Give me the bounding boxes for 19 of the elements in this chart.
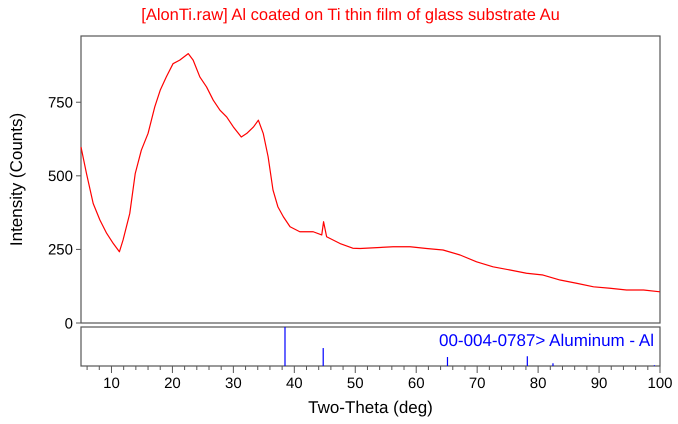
x-tick-label: 30 (225, 375, 242, 392)
x-tick-label: 90 (590, 375, 608, 392)
y-tick-label: 500 (48, 168, 73, 186)
x-tick-label: 100 (647, 375, 673, 392)
y-tick-label: 250 (48, 242, 73, 259)
y-tick-label: 0 (64, 315, 73, 332)
line-series (80, 53, 661, 292)
x-tick-label: 50 (346, 375, 364, 392)
y-axis-title: Intensity (Counts) (7, 112, 26, 246)
x-tick-label: 80 (530, 375, 546, 392)
x-tick-label: 20 (164, 375, 181, 392)
series-label: 00-004-0787> Aluminum - Al (439, 331, 654, 350)
x-tick-label: 70 (468, 375, 486, 392)
x-tick-label: 10 (103, 375, 120, 392)
x-axis-title: Two-Theta (deg) (308, 398, 433, 417)
chart-title: [AlonTi.raw] Al coated on Ti thin film of glass substrate Au (141, 6, 560, 24)
x-tick-label: 40 (286, 375, 303, 392)
x-tick-label: 60 (408, 375, 425, 392)
y-tick-label: 750 (48, 94, 73, 112)
